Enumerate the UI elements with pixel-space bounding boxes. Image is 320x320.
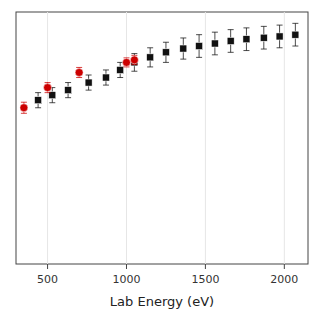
series-0 [20,55,138,113]
x-grid-line [47,12,48,264]
point [130,56,138,64]
point [180,45,187,52]
error-bar [228,30,234,53]
x-tick [126,264,127,269]
error-bar [147,48,153,67]
point [102,74,109,81]
x-grid-line [284,12,285,264]
x-tick-label: 1500 [191,273,219,286]
error-bar [35,93,41,108]
point [85,79,92,86]
error-bar [123,58,129,67]
series-1 [35,23,299,107]
x-axis: 500 1000 1500 2000 [37,12,298,286]
error-bar [103,70,109,85]
error-bar [212,32,218,55]
plot-frame [16,12,308,264]
error-bar [292,23,298,46]
error-bar [180,38,186,59]
x-tick-label: 1000 [112,273,140,286]
error-bar [131,55,137,64]
error-bar [76,67,82,77]
error-bar [21,102,27,113]
point [117,66,124,73]
x-axis-label: Lab Energy (eV) [110,294,214,309]
chart: 500 1000 1500 2000 Lab Energy (eV) [0,0,320,320]
point [211,40,218,47]
point [20,104,28,112]
error-bar [277,25,283,48]
x-tick [47,264,48,269]
point [196,43,203,50]
point [44,84,52,92]
error-bar [131,54,137,72]
x-grid-line [126,12,127,264]
error-bar [86,75,92,90]
error-bar [163,42,169,62]
point [75,68,83,76]
error-bar [261,26,267,49]
error-bar [117,62,123,77]
x-tick-label: 2000 [270,273,298,286]
x-tick-label: 500 [37,273,58,286]
error-bar [45,83,51,93]
point [292,31,299,38]
point [122,58,130,66]
point [65,87,72,94]
point [276,33,283,40]
x-tick [284,264,285,269]
x-tick [205,264,206,269]
point [35,97,42,104]
point [147,54,154,61]
point [227,37,234,44]
point [162,49,169,56]
error-bar [65,83,71,98]
x-grid-line [205,12,206,264]
point [260,34,267,41]
error-bar [196,35,202,58]
error-bar [243,28,249,51]
point [243,36,250,43]
data-area [20,23,299,113]
